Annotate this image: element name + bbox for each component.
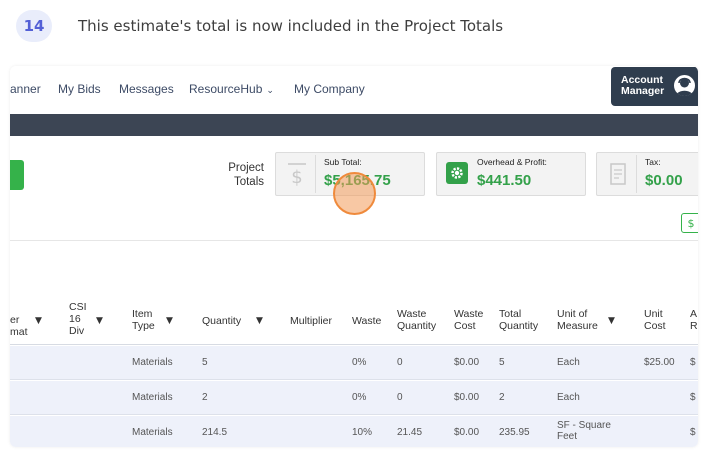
table-row[interactable]: Materials 2 0% 0 $0.00 2 Each $ (10, 381, 698, 415)
nav-item-resourcehub-label: ResourceHub (189, 82, 263, 96)
cell-quantity: 5 (202, 357, 208, 368)
col-header-unit-of-measure[interactable]: Unit of Measure (557, 308, 598, 332)
subtotal-label: Sub Total: (324, 157, 362, 167)
nav-item-my-company[interactable]: My Company (294, 82, 365, 96)
cell-waste-cost: $0.00 (454, 357, 480, 368)
table-row[interactable]: Materials 5 0% 0 $0.00 5 Each $25.00 $ (10, 346, 698, 380)
cell-amount: $ (690, 427, 696, 438)
sort-caret-icon[interactable]: ▼ (166, 316, 173, 326)
tax-label: Tax: (645, 157, 661, 167)
sort-caret-icon[interactable]: ▼ (256, 316, 263, 326)
cell-quantity: 2 (202, 392, 208, 403)
cell-waste-quantity: 0 (397, 392, 403, 403)
cell-item-type: Materials (132, 357, 173, 368)
col-header-waste-cost: Waste Cost (454, 308, 484, 332)
nav-item-my-bids[interactable]: My Bids (58, 82, 101, 96)
cell-total-quantity: 235.95 (499, 427, 530, 438)
col-header-quantity[interactable]: Quantity (202, 315, 242, 327)
col-header-total-quantity: Total Quantity (499, 308, 539, 332)
receipt-icon (599, 155, 637, 193)
overhead-profit-value: $441.50 (477, 172, 532, 189)
nav-item-planner[interactable]: anner (10, 82, 41, 96)
tax-value: $0.00 (645, 172, 683, 189)
click-indicator (333, 172, 376, 215)
overhead-profit-label: Overhead & Profit: (477, 157, 547, 167)
cell-item-type: Materials (132, 427, 173, 438)
col-header-format[interactable]: er mat (10, 314, 28, 338)
cell-total-quantity: 2 (499, 392, 505, 403)
nav-item-resourcehub[interactable]: ResourceHub ⌄ (189, 82, 274, 96)
app-screenshot-frame: anner My Bids Messages ResourceHub ⌄ My C… (10, 66, 698, 447)
account-manager-label: Account Manager (621, 74, 665, 97)
sort-caret-icon[interactable]: ▼ (35, 316, 42, 326)
user-avatar-icon (672, 73, 697, 98)
col-header-unit-cost: Unit Cost (644, 308, 666, 332)
gear-icon (446, 162, 468, 184)
cell-waste: 10% (352, 427, 373, 438)
svg-text:$: $ (291, 167, 302, 187)
tax-card: Tax: $0.00 (596, 152, 698, 196)
sort-caret-icon[interactable]: ▼ (96, 316, 103, 326)
cell-unit-cost: $25.00 (644, 357, 675, 368)
step-caption: This estimate's total is now included in… (78, 17, 504, 35)
cell-waste-quantity: 21.45 (397, 427, 423, 438)
small-dollar-button[interactable]: $ (681, 213, 698, 233)
dollar-icon: $ (278, 155, 316, 193)
col-header-item-type[interactable]: Item Type (132, 308, 155, 332)
nav-item-messages[interactable]: Messages (119, 82, 174, 96)
green-action-button[interactable] (10, 160, 24, 190)
cell-unit: SF - Square Feet (557, 420, 611, 442)
cell-total-quantity: 5 (499, 357, 505, 368)
overhead-profit-card: Overhead & Profit: $441.50 (436, 152, 586, 196)
cell-quantity: 214.5 (202, 427, 228, 438)
table-row[interactable]: Materials 214.5 10% 21.45 $0.00 235.95 S… (10, 416, 698, 447)
project-totals-label: Project Totals (228, 162, 264, 188)
top-nav: anner My Bids Messages ResourceHub ⌄ My C… (10, 66, 698, 114)
col-header-multiplier: Multiplier (290, 315, 333, 327)
cell-waste-quantity: 0 (397, 357, 403, 368)
col-header-waste: Waste (352, 315, 382, 327)
col-header-amount: A R (690, 308, 698, 332)
cell-item-type: Materials (132, 392, 173, 403)
cell-waste-cost: $0.00 (454, 427, 480, 438)
cell-amount: $ (690, 357, 696, 368)
cell-unit: Each (557, 392, 580, 403)
cell-unit: Each (557, 357, 580, 368)
sort-caret-icon[interactable]: ▼ (608, 316, 615, 326)
account-manager-button[interactable]: Account Manager (611, 67, 698, 106)
cell-amount: $ (690, 392, 696, 403)
table-header: er mat ▼ CSI 16 Div ▼ Item Type ▼ Quanti… (10, 297, 698, 345)
step-number-badge: 14 (16, 10, 52, 42)
section-divider (10, 240, 698, 241)
chevron-down-icon: ⌄ (266, 85, 274, 95)
col-header-csi-div[interactable]: CSI 16 Div (69, 301, 87, 337)
cell-waste-cost: $0.00 (454, 392, 480, 403)
toolbar-strip (10, 114, 698, 136)
col-header-waste-quantity: Waste Quantity (397, 308, 437, 332)
cell-waste: 0% (352, 357, 367, 368)
cell-waste: 0% (352, 392, 367, 403)
